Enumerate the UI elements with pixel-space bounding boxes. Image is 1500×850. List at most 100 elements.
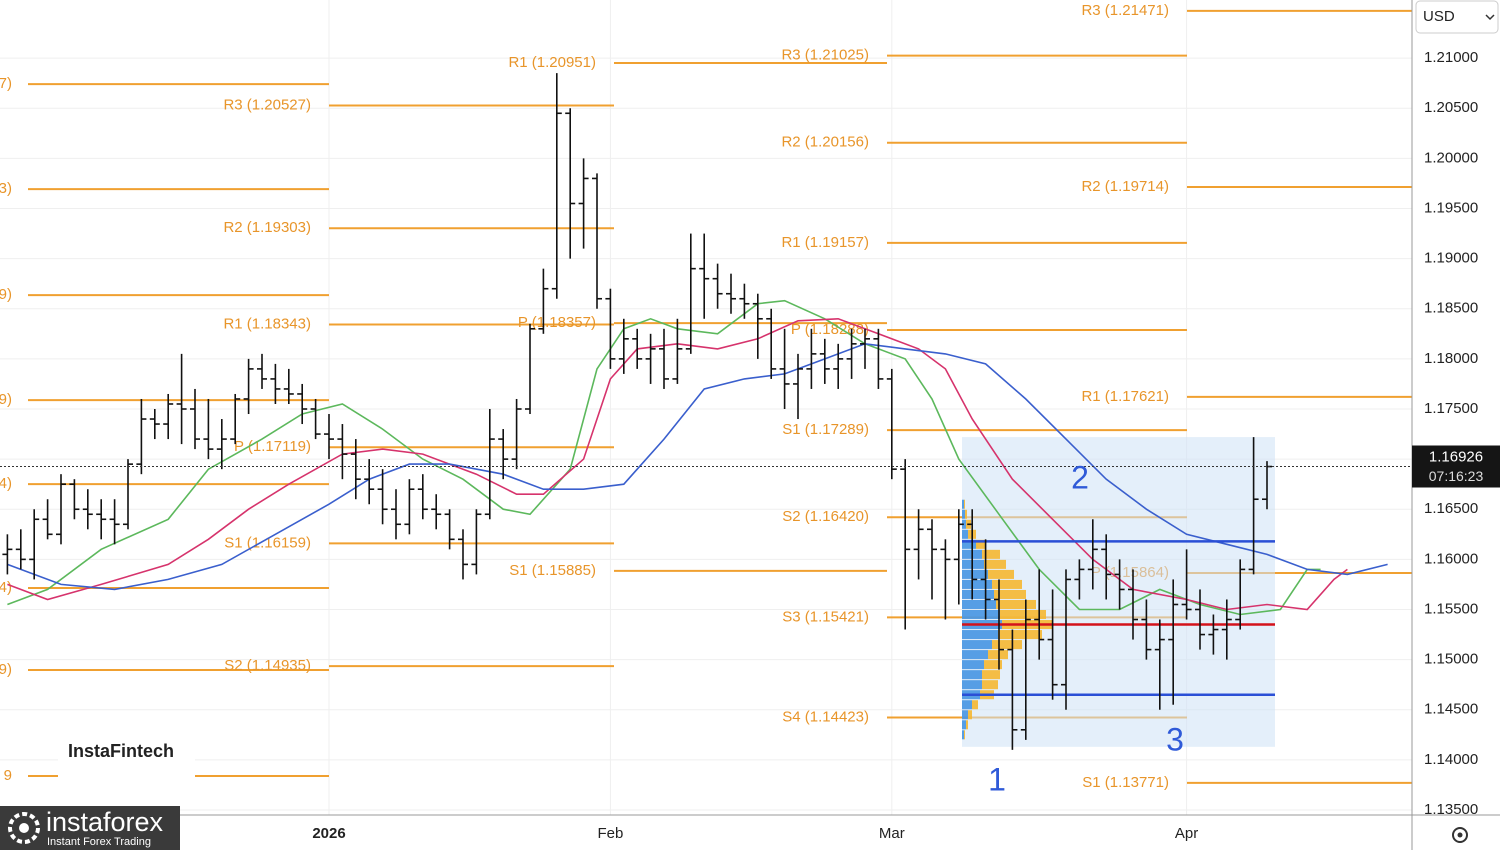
watermark: InstaFintech: [68, 741, 174, 761]
profile-up: [962, 589, 994, 599]
pivot-label: R1 (1.17621): [1081, 388, 1169, 405]
moving-average: [7, 299, 1321, 616]
profile-up: [962, 599, 996, 609]
pivot-label: S2 (1.14935): [224, 657, 311, 674]
y-tick-label: 1.20500: [1424, 99, 1478, 116]
pivot-label: 3): [0, 180, 12, 197]
logo-icon-center: [19, 823, 29, 833]
pivot-label: R2 (1.19303): [223, 219, 311, 236]
pivot-label: 9: [4, 767, 12, 784]
profile-up: [962, 569, 988, 579]
pivot-label: R2 (1.20156): [781, 134, 869, 151]
pivot-label: P (1.17119): [234, 438, 311, 455]
x-tick-label: Feb: [597, 825, 623, 842]
pivot-label: R1 (1.19157): [781, 234, 869, 251]
profile-down: [982, 549, 1000, 559]
settings-button[interactable]: [1452, 827, 1468, 843]
pivot-label: R3 (1.21471): [1081, 2, 1169, 19]
pivot-label: R1 (1.18343): [223, 315, 311, 332]
y-tick-label: 1.13500: [1424, 801, 1478, 818]
logo-tagline: Instant Forex Trading: [47, 836, 151, 848]
pivot-label: R1 (1.20951): [508, 54, 596, 71]
y-tick-label: 1.18500: [1424, 300, 1478, 317]
profile-down: [998, 630, 1042, 640]
pivot-label: S1 (1.15885): [509, 562, 596, 579]
pivot-label: S1 (1.17289): [782, 421, 869, 438]
last-price: 1.16926: [1429, 448, 1483, 465]
y-tick-label: 1.14500: [1424, 701, 1478, 718]
chevron[interactable]: [1485, 14, 1495, 21]
logo-icon: [8, 812, 40, 844]
profile-down: [964, 499, 965, 509]
profile-up: [962, 609, 1000, 620]
moving-average: [7, 317, 1348, 611]
profile-up: [962, 730, 964, 740]
profile-up: [962, 519, 966, 529]
profile-up: [962, 700, 972, 710]
profile-down: [964, 730, 965, 740]
profile-up: [962, 529, 968, 539]
profile-down: [992, 579, 1022, 589]
currency[interactable]: USD: [1423, 8, 1455, 25]
currency-selector[interactable]: USD: [1415, 0, 1499, 34]
profile-up: [962, 710, 968, 720]
x-tick-label: Apr: [1175, 825, 1198, 842]
watermark-box: [58, 717, 195, 787]
profile-up: [962, 499, 964, 509]
annotation: 3: [1166, 721, 1184, 757]
x-tick-label: 2026: [312, 825, 345, 842]
settings-icon[interactable]: [1452, 827, 1468, 843]
x-tick-label: Mar: [879, 825, 905, 842]
y-tick-label: 1.17500: [1424, 400, 1478, 417]
profile-up: [962, 539, 976, 549]
currency-box[interactable]: [1415, 0, 1499, 34]
profile-up: [962, 680, 982, 690]
pivot-label: S1 (1.16159): [224, 534, 311, 551]
pivot-label: 4): [0, 475, 12, 492]
y-tick-label: 1.15000: [1424, 651, 1478, 668]
countdown: 07:16:23: [1429, 468, 1484, 484]
y-tick-label: 1.16000: [1424, 550, 1478, 567]
profile-down: [976, 539, 986, 549]
pivot-label: 9): [0, 661, 12, 678]
pivot-label: 7): [0, 75, 12, 92]
pivot-label: R3 (1.20527): [223, 97, 311, 114]
y-tick-label: 1.19000: [1424, 250, 1478, 267]
y-tick-label: 1.14000: [1424, 751, 1478, 768]
profile-up: [962, 509, 965, 519]
profile-down: [966, 720, 968, 730]
profile-down: [984, 559, 1006, 569]
profile-up: [962, 630, 998, 640]
y-tick-label: 1.21000: [1424, 49, 1478, 66]
profile-up: [962, 640, 992, 650]
profile-down: [996, 599, 1036, 609]
profile-down: [982, 680, 998, 690]
profile-down: [965, 509, 967, 519]
pivot-label: S4 (1.14423): [782, 708, 869, 725]
profile-down: [988, 569, 1014, 579]
tag-box: [1412, 445, 1500, 488]
profile-down: [988, 650, 1008, 660]
annotation: 1: [988, 761, 1006, 797]
annotation: 2: [1071, 459, 1089, 495]
moving-average: [7, 342, 1388, 591]
profile-up: [962, 720, 966, 730]
pivot-label: S2 (1.16420): [782, 508, 869, 525]
y-tick-label: 1.20000: [1424, 149, 1478, 166]
pivot-label: 4): [0, 579, 12, 596]
profile-up: [962, 579, 992, 589]
pivot-label: 9): [0, 286, 12, 303]
profile-down: [968, 710, 972, 720]
pivot-label: P (1.18357): [518, 314, 596, 331]
y-tick-label: 1.19500: [1424, 199, 1478, 216]
profile-up: [962, 660, 984, 670]
profile-down: [994, 589, 1026, 599]
profile-up: [962, 650, 988, 660]
y-tick-label: 1.15500: [1424, 600, 1478, 617]
logo: instaforex: [46, 807, 164, 837]
price-tag: 1.16926 07:16:23: [1412, 445, 1500, 488]
pivot-label: R3 (1.21025): [781, 47, 869, 64]
profile-down: [972, 700, 978, 710]
pivot-label: S1 (1.13771): [1082, 774, 1169, 791]
